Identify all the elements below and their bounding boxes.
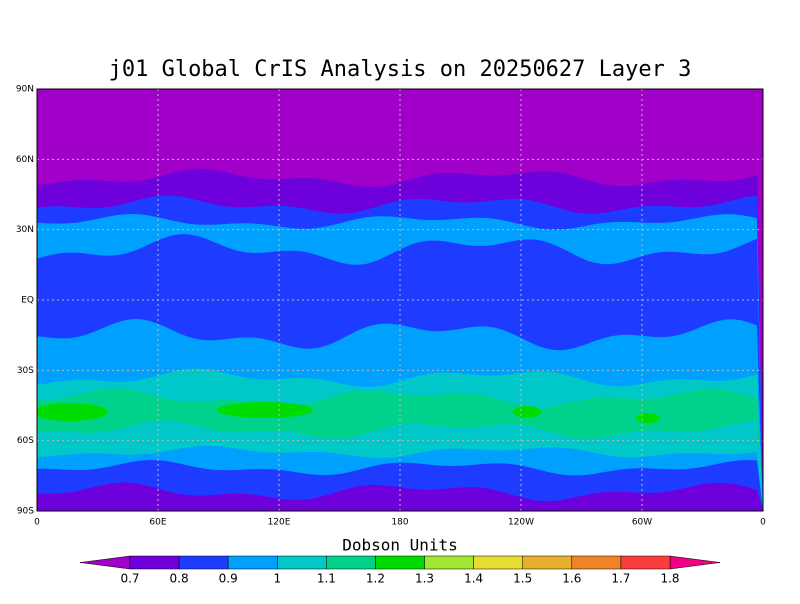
colorbar-label: 1 xyxy=(273,572,281,586)
lat-label: 90S xyxy=(17,507,34,517)
colorbar-box xyxy=(571,555,622,570)
lon-label: 60E xyxy=(149,518,166,528)
colorbar-box xyxy=(424,555,474,570)
lat-label: 90N xyxy=(16,85,34,95)
lon-label: 60W xyxy=(632,518,652,528)
colorbar-box xyxy=(326,555,376,570)
colorbar-title: Dobson Units xyxy=(342,536,458,555)
contour-blob xyxy=(636,413,660,423)
colorbar-box xyxy=(375,555,425,570)
colorbar-box xyxy=(620,555,671,570)
graticule xyxy=(37,89,763,511)
lon-label: 180 xyxy=(391,518,408,528)
map-frame xyxy=(36,88,764,512)
colorbar-box xyxy=(522,555,573,570)
title: j01 Global CrIS Analysis on 20250627 Lay… xyxy=(109,57,692,82)
colorbar-label: 0.9 xyxy=(219,572,238,586)
colorbar-label: 1.6 xyxy=(562,572,581,586)
colorbar-label: 1.4 xyxy=(464,572,483,586)
colorbar-box xyxy=(473,555,523,570)
contour-band xyxy=(37,482,763,511)
lat-label: 30N xyxy=(16,225,34,235)
colorbar-box xyxy=(227,555,278,570)
colorbar-box xyxy=(277,555,327,570)
colorbar-label: 1.1 xyxy=(317,572,336,586)
lat-label: 60S xyxy=(17,436,34,446)
colorbar-label: 1.2 xyxy=(366,572,385,586)
contour-blob xyxy=(37,403,108,421)
colorbar-box xyxy=(178,555,229,570)
colorbar-label: 1.5 xyxy=(513,572,532,586)
lon-label: 0 xyxy=(760,518,766,528)
colorbar-label: 1.3 xyxy=(415,572,434,586)
colorbar-low-arrow xyxy=(79,555,131,570)
contour-blob xyxy=(513,406,541,418)
colorbar-box xyxy=(129,555,180,570)
lon-label: 0 xyxy=(34,518,40,528)
colorbar-label: 0.8 xyxy=(170,572,189,586)
colorbar: 0.7 0.8 0.9 1 1.1 1.2 1.3 1.4 1.5 1.6 1.7 1.8 xyxy=(79,555,721,586)
colorbar-label: 0.7 xyxy=(120,572,139,586)
lon-label: 120E xyxy=(268,518,291,528)
field xyxy=(37,89,763,511)
lat-label: 60N xyxy=(16,155,34,165)
lat-label: 30S xyxy=(17,366,34,376)
colorbar-label: 1.8 xyxy=(660,572,679,586)
lat-label: EQ xyxy=(21,296,34,306)
lon-label: 120W xyxy=(508,518,534,528)
colorbar-label: 1.7 xyxy=(611,572,630,586)
colorbar-high-arrow xyxy=(669,555,721,570)
contour-blob xyxy=(217,402,313,418)
